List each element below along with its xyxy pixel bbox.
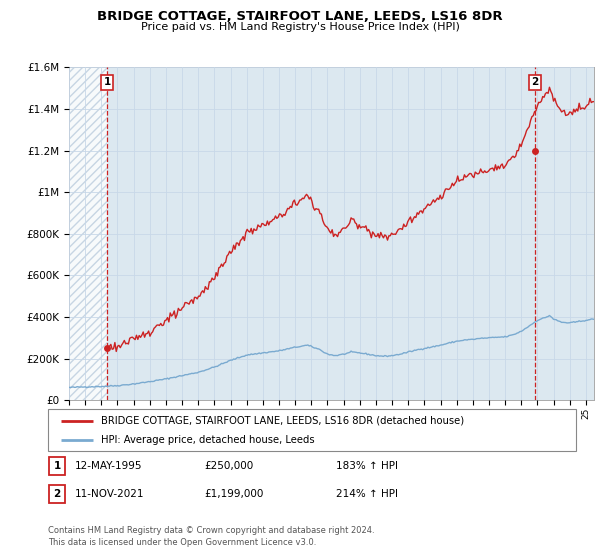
Text: 11-NOV-2021: 11-NOV-2021 <box>75 489 145 499</box>
Text: HPI: Average price, detached house, Leeds: HPI: Average price, detached house, Leed… <box>101 435 314 445</box>
Bar <box>49 456 65 475</box>
Text: 2: 2 <box>53 489 61 499</box>
Text: BRIDGE COTTAGE, STAIRFOOT LANE, LEEDS, LS16 8DR: BRIDGE COTTAGE, STAIRFOOT LANE, LEEDS, L… <box>97 10 503 23</box>
Text: 1: 1 <box>103 77 111 87</box>
Text: 1: 1 <box>53 461 61 471</box>
Text: £1,199,000: £1,199,000 <box>204 489 263 499</box>
Text: Contains HM Land Registry data © Crown copyright and database right 2024.
This d: Contains HM Land Registry data © Crown c… <box>48 526 374 547</box>
Text: £250,000: £250,000 <box>204 461 253 471</box>
Text: 2: 2 <box>532 77 539 87</box>
Text: 214% ↑ HPI: 214% ↑ HPI <box>336 489 398 499</box>
Bar <box>49 484 65 503</box>
Text: Price paid vs. HM Land Registry's House Price Index (HPI): Price paid vs. HM Land Registry's House … <box>140 22 460 32</box>
Text: 12-MAY-1995: 12-MAY-1995 <box>75 461 143 471</box>
Text: BRIDGE COTTAGE, STAIRFOOT LANE, LEEDS, LS16 8DR (detached house): BRIDGE COTTAGE, STAIRFOOT LANE, LEEDS, L… <box>101 416 464 426</box>
Text: 183% ↑ HPI: 183% ↑ HPI <box>336 461 398 471</box>
